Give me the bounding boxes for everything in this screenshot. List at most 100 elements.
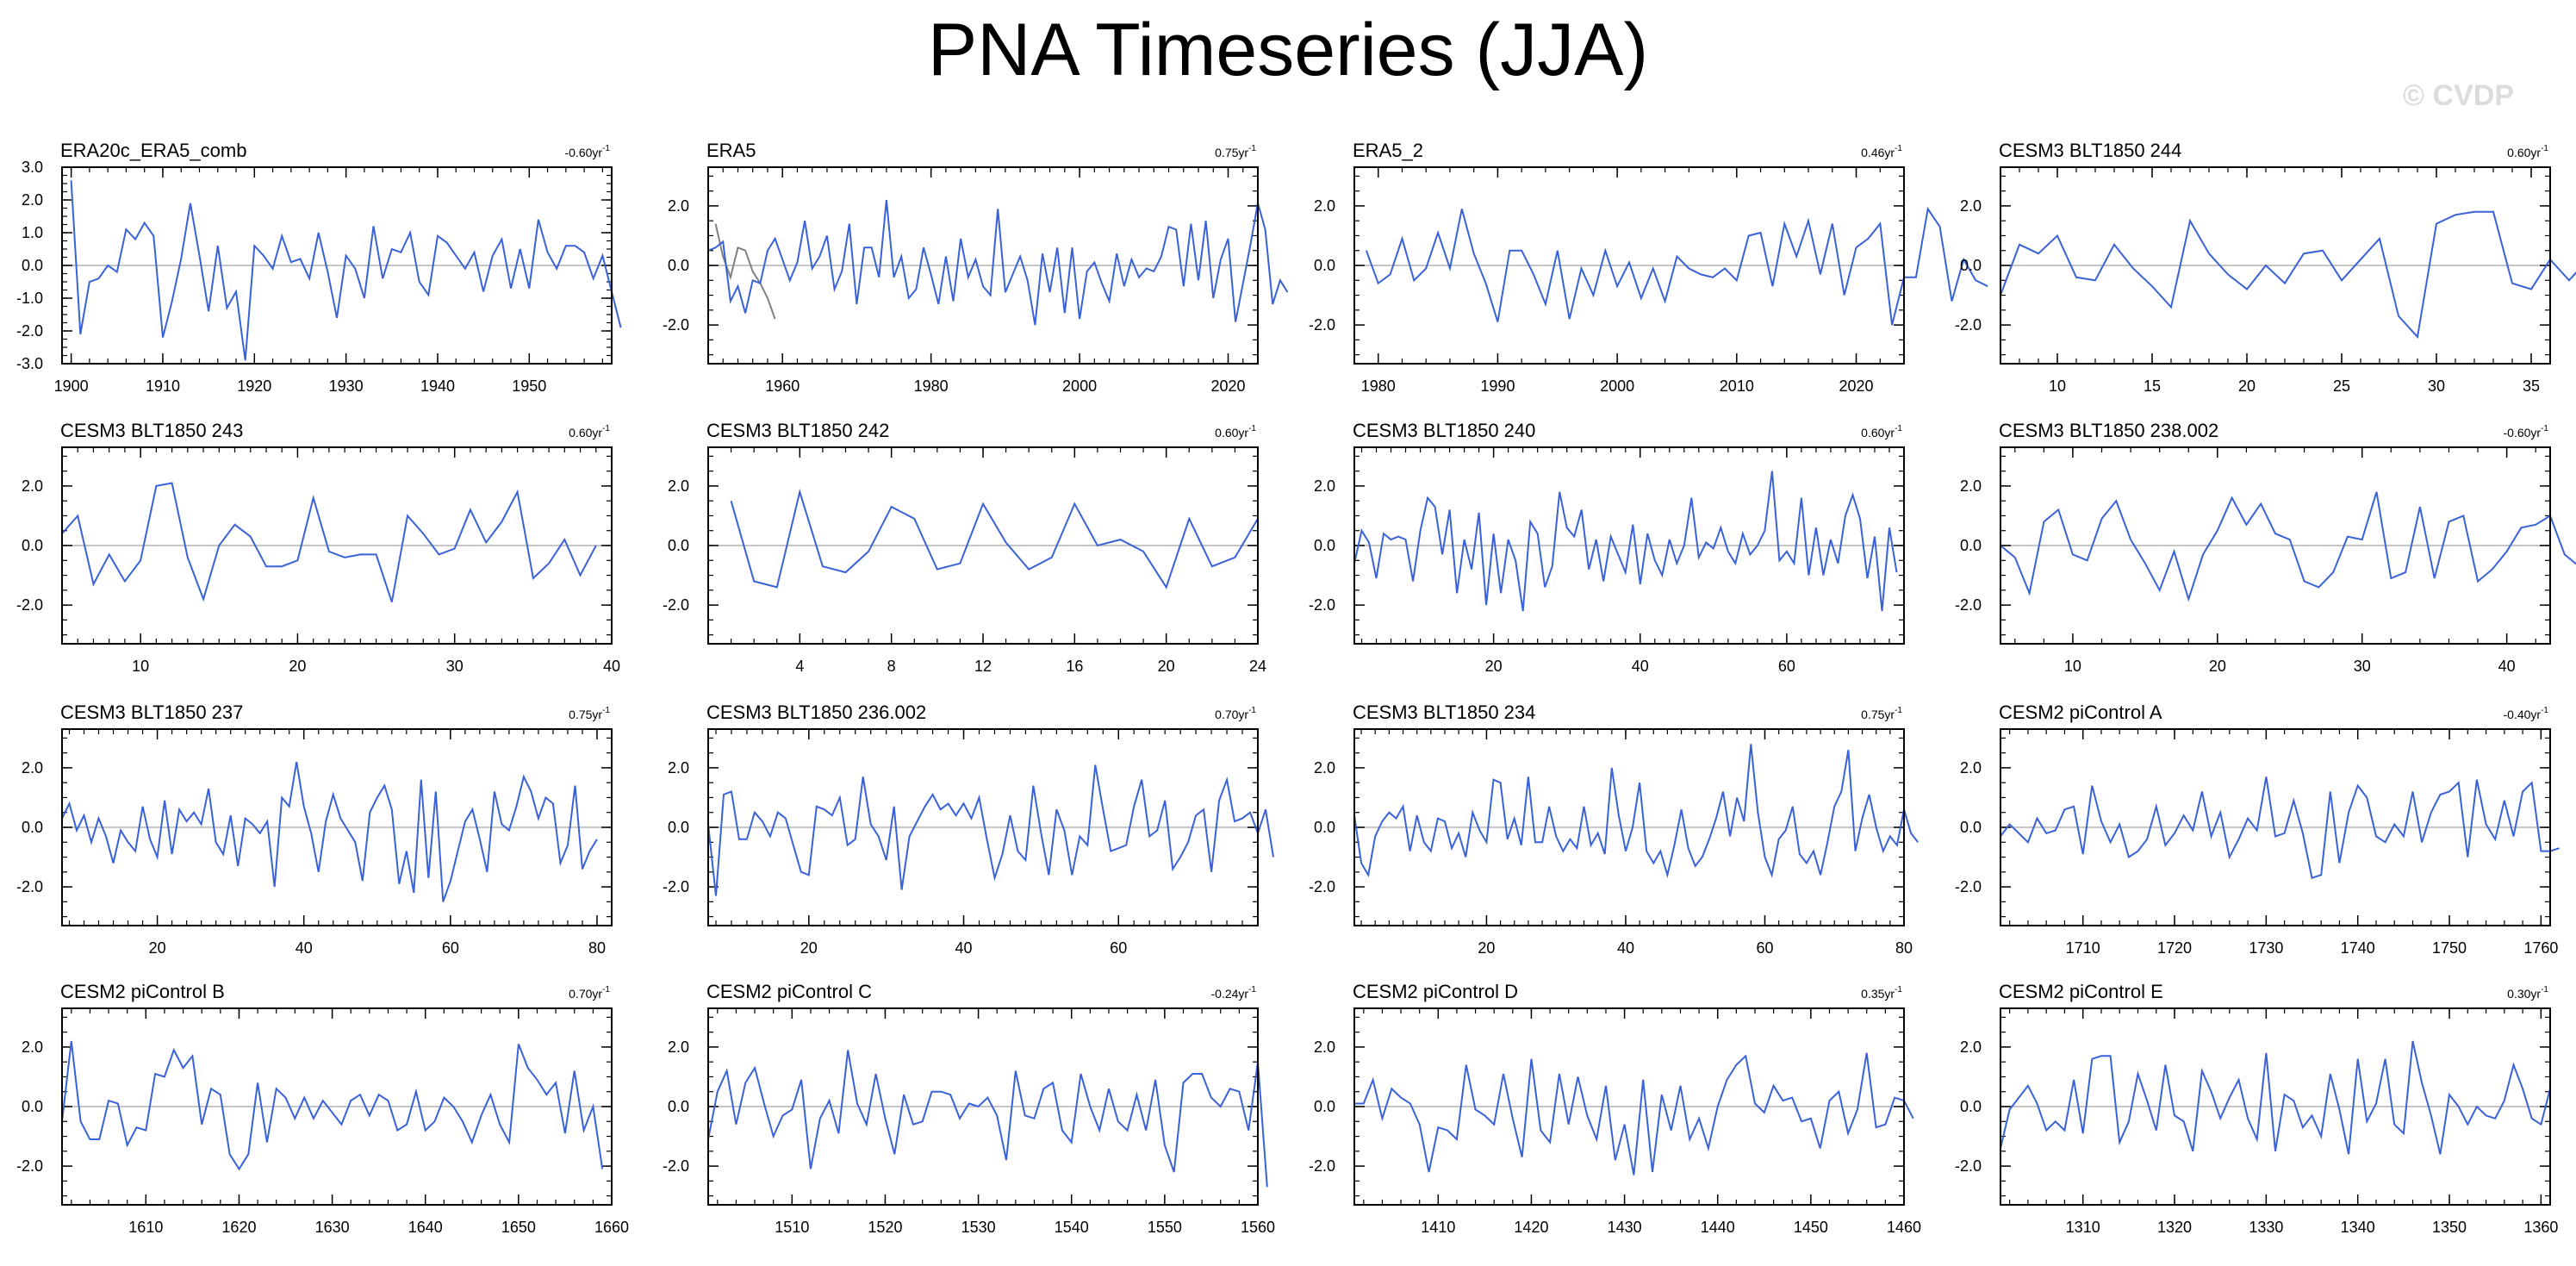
- y-tick-label: 2.0: [1960, 477, 1982, 495]
- y-tick-label: 0.0: [1960, 257, 1982, 274]
- trend-exponent: -1: [2541, 424, 2548, 433]
- plot-frame: [2000, 728, 2551, 926]
- panel-7: -2.0 0.0 2.0 20 40 60 CESM3 BLT1850 240 0.60yr-…: [1309, 420, 1905, 675]
- y-tick-label: -2.0: [1955, 1157, 1982, 1175]
- x-tick-label: 2020: [1210, 377, 1245, 395]
- y-tick-label: 0.0: [668, 537, 689, 554]
- x-tick-label: 2010: [1720, 377, 1754, 395]
- series-line: [61, 1040, 604, 1171]
- panel-title: CESM3 BLT1850 242: [706, 420, 889, 441]
- x-tick-label: 2000: [1600, 377, 1634, 395]
- x-tick-label: 1750: [2432, 939, 2467, 957]
- y-tick-label: 2.0: [1960, 197, 1982, 215]
- y-tick-label: -1.0: [16, 290, 43, 307]
- panel-title: CESM3 BLT1850 240: [1353, 420, 1535, 441]
- series-line: [707, 764, 1274, 896]
- trend-exponent: -1: [2541, 985, 2548, 995]
- y-tick-label: 2.0: [1314, 1038, 1335, 1056]
- x-tick-label: 1320: [2157, 1219, 2192, 1236]
- y-tick-label: 0.0: [1314, 257, 1335, 274]
- plot-frame: [61, 1007, 613, 1206]
- trend-exponent: -1: [602, 706, 610, 715]
- trend-exponent: -1: [1248, 424, 1256, 433]
- x-tick-label: 1560: [1241, 1219, 1275, 1236]
- x-tick-label: 16: [1066, 658, 1083, 675]
- y-tick-label: 2.0: [668, 759, 689, 776]
- y-tick-label: 1.0: [22, 224, 43, 241]
- trend-exponent: -1: [1895, 424, 1902, 433]
- plot-frame: [1353, 446, 1905, 645]
- x-tick-label: 20: [1485, 658, 1503, 675]
- x-tick-label: 1340: [2341, 1219, 2375, 1236]
- series-line: [707, 199, 1289, 326]
- y-tick-label: 0.0: [668, 1098, 689, 1115]
- series-line: [1354, 1052, 1914, 1176]
- y-tick-label: -2.0: [1309, 878, 1335, 895]
- plot-frame: [1353, 728, 1905, 926]
- x-tick-label: 1610: [128, 1219, 163, 1236]
- panel-16: -2.0 0.0 2.0 1310 1320 1330 1340 1350 1360 CESM2 …: [1955, 981, 2558, 1236]
- x-tick-label: 1450: [1794, 1219, 1828, 1236]
- x-tick-label: 1440: [1701, 1219, 1735, 1236]
- series-line: [1365, 206, 1988, 326]
- y-tick-label: 0.0: [1314, 537, 1335, 554]
- trend-label: 0.75yr-1: [569, 706, 610, 721]
- x-tick-label: 1310: [2066, 1219, 2100, 1236]
- series-line: [2000, 1040, 2551, 1155]
- y-tick-label: -2.0: [1955, 316, 1982, 334]
- panel-5: -2.0 0.0 2.0 10 20 30 40 CESM3 BLT1850 243 0.60y…: [16, 420, 620, 675]
- panel-14: -2.0 0.0 2.0 1510 1520 1530 1540 1550 1560 CESM2 …: [663, 981, 1275, 1236]
- x-tick-label: 12: [974, 658, 992, 675]
- trend-label: 0.46yr-1: [1861, 144, 1902, 159]
- watermark: © CVDP: [2403, 79, 2514, 112]
- panel-9: -2.0 0.0 2.0 20 40 60 80 CESM3 BLT1850 237 0.75y…: [16, 702, 613, 957]
- series-line: [2000, 210, 2576, 340]
- x-tick-label: 1620: [221, 1219, 256, 1236]
- y-tick-label: 0.0: [1314, 819, 1335, 836]
- x-tick-label: 2000: [1062, 377, 1097, 395]
- x-tick-label: 1360: [2523, 1219, 2558, 1236]
- panel-title: CESM3 BLT1850 243: [60, 420, 243, 441]
- x-tick-label: 15: [2144, 377, 2161, 395]
- y-tick-label: -2.0: [1309, 316, 1335, 334]
- trend-label: -0.24yr-1: [1211, 985, 1257, 1001]
- x-tick-label: 2020: [1839, 377, 1873, 395]
- trend-label: 0.30yr-1: [2507, 985, 2548, 1001]
- y-tick-label: 0.0: [22, 819, 43, 836]
- plot-frame: [707, 728, 1259, 926]
- x-tick-label: 25: [2333, 377, 2350, 395]
- y-tick-label: -2.0: [663, 316, 689, 334]
- x-tick-label: 80: [588, 939, 606, 957]
- y-tick-label: 0.0: [1960, 537, 1982, 554]
- x-tick-label: 1660: [594, 1219, 629, 1236]
- x-tick-label: 1650: [501, 1219, 536, 1236]
- x-tick-label: 1430: [1608, 1219, 1642, 1236]
- plot-frame: [2000, 446, 2551, 645]
- x-tick-label: 20: [2238, 377, 2256, 395]
- series-line: [707, 1050, 1268, 1188]
- x-tick-label: 40: [1617, 939, 1634, 957]
- trend-exponent: -1: [602, 424, 610, 433]
- y-tick-label: -2.0: [663, 596, 689, 614]
- x-tick-label: 60: [1756, 939, 1773, 957]
- trend-label: 0.60yr-1: [1861, 424, 1902, 440]
- x-tick-label: 1630: [315, 1219, 350, 1236]
- x-tick-label: 1990: [1480, 377, 1515, 395]
- y-tick-label: -3.0: [16, 355, 43, 372]
- y-tick-label: 2.0: [1314, 477, 1335, 495]
- panel-3: -2.0 0.0 2.0 1980 1990 2000 2010 2020 ERA5_2 0.46…: [1309, 140, 1988, 395]
- panel-title: ERA20c_ERA5_comb: [60, 140, 246, 161]
- x-tick-label: 40: [603, 658, 620, 675]
- trend-label: 0.70yr-1: [1215, 706, 1256, 721]
- y-tick-label: 2.0: [668, 1038, 689, 1056]
- panel-2: -2.0 0.0 2.0 1960 1980 2000 2020 ERA5 0.75yr-1: [663, 140, 1289, 395]
- trend-label: 0.35yr-1: [1861, 985, 1902, 1001]
- panel-title: CESM3 BLT1850 234: [1353, 702, 1535, 723]
- x-tick-label: 60: [442, 939, 459, 957]
- trend-exponent: -1: [1248, 706, 1256, 715]
- series-line: [2000, 491, 2576, 602]
- y-tick-label: -2.0: [16, 322, 43, 340]
- secondary-series-line: [714, 223, 776, 320]
- y-tick-label: 0.0: [668, 819, 689, 836]
- x-tick-label: 1540: [1055, 1219, 1089, 1236]
